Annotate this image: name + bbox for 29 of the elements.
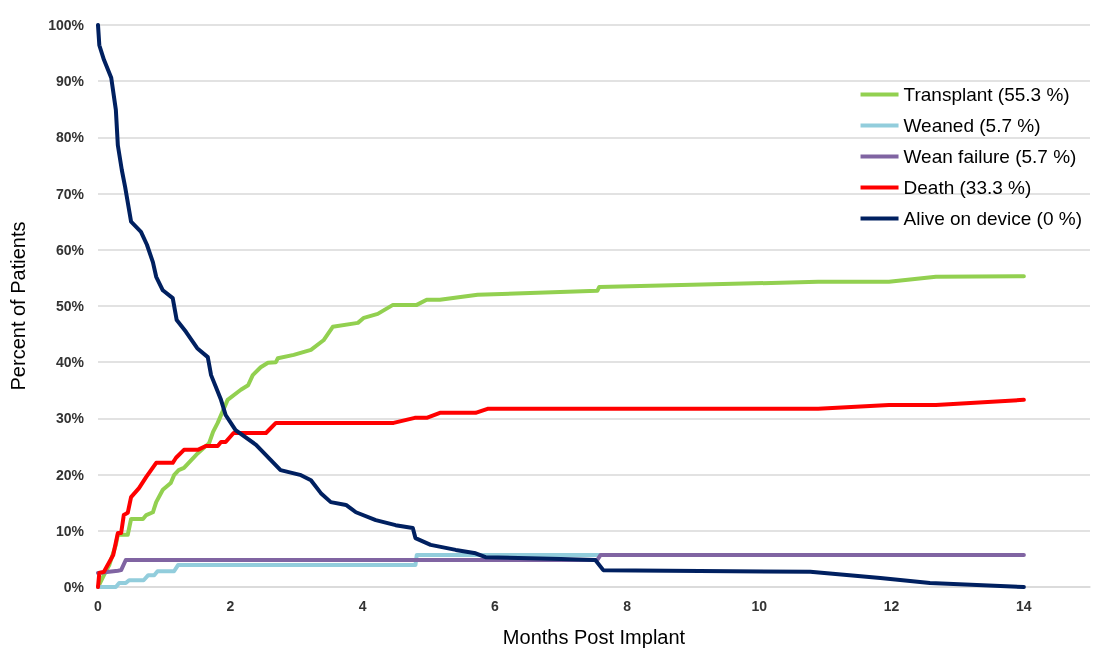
y-tick-label: 90% xyxy=(55,73,85,90)
line-series xyxy=(96,552,602,589)
y-tick-label: 20% xyxy=(55,466,85,483)
x-tick-label: 0 xyxy=(94,598,103,614)
y-tick-label: 100% xyxy=(48,17,85,33)
x-tick-label: 10 xyxy=(751,598,768,614)
x-tick-label: 4 xyxy=(358,598,367,614)
x-tick-label: 6 xyxy=(490,598,499,614)
legend-label: Alive on device (0 %) xyxy=(903,208,1082,229)
x-axis-title: Months Post Implant xyxy=(502,626,686,648)
y-tick-label: 10% xyxy=(55,522,85,539)
y-tick-label: 40% xyxy=(55,354,85,371)
y-tick-label: 80% xyxy=(55,129,85,146)
y-axis-title: Percent of Patients xyxy=(7,221,29,391)
y-tick-label: 0% xyxy=(63,579,85,595)
x-tick-label: 12 xyxy=(883,598,900,614)
legend-label: Transplant (55.3 %) xyxy=(903,84,1070,105)
y-tick-label: 50% xyxy=(55,298,85,314)
legend-label: Weaned (5.7 %) xyxy=(903,115,1041,136)
line-series xyxy=(96,397,1026,589)
y-tick-label: 30% xyxy=(55,410,85,427)
line-series xyxy=(96,552,1026,575)
x-tick-label: 8 xyxy=(623,598,632,614)
legend-label: Wean failure (5.7 %) xyxy=(903,146,1077,167)
legend-label: Death (33.3 %) xyxy=(903,177,1032,198)
x-tick-label: 2 xyxy=(226,598,235,614)
x-tick-label: 14 xyxy=(1016,598,1032,614)
y-tick-label: 60% xyxy=(55,241,85,258)
y-tick-label: 70% xyxy=(55,185,85,202)
